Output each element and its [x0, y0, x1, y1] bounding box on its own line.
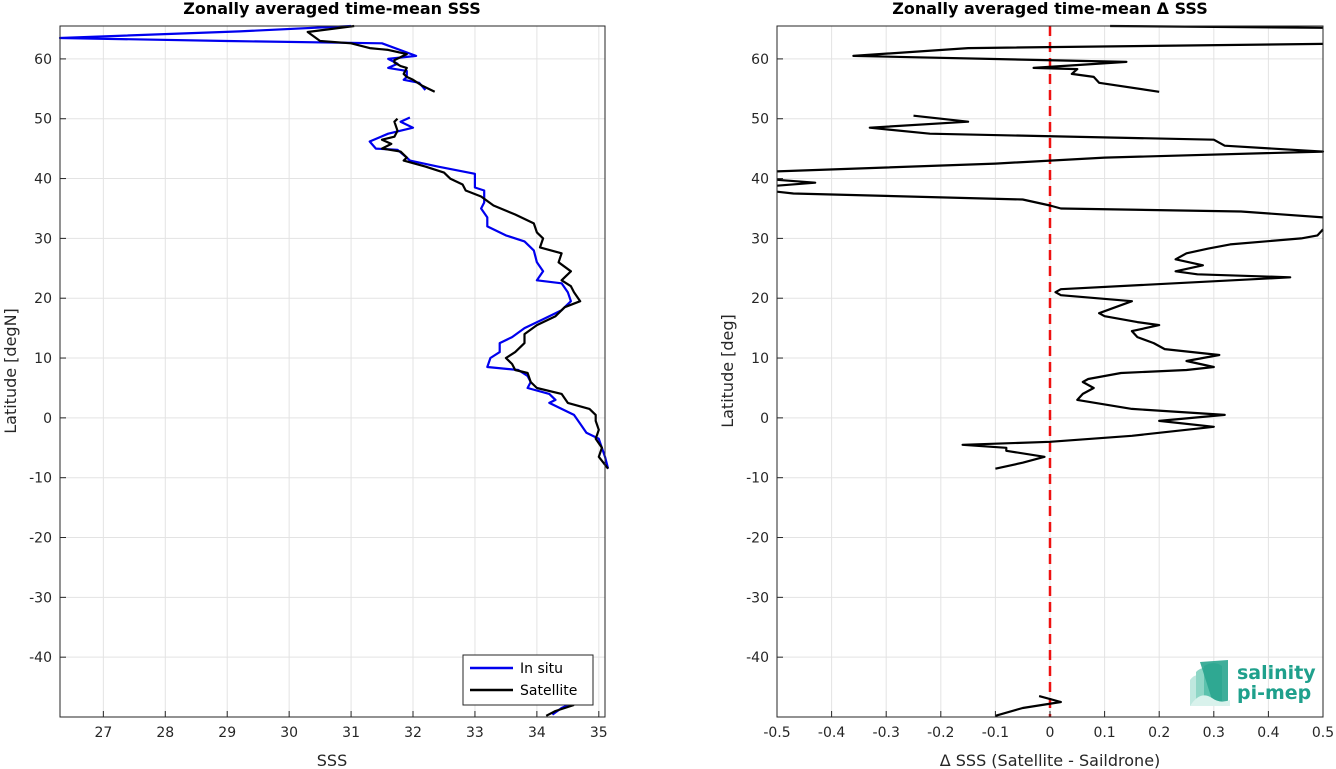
sss-axes-frame: [59, 25, 606, 718]
in-situ-series-line: [368, 116, 610, 469]
delta-sss-x-tick-label: 0.1: [1093, 725, 1115, 741]
delta-sss-x-tick-label: -0.3: [873, 725, 900, 741]
sss-y-tick-label: 40: [34, 172, 52, 188]
delta-sss-y-tick-label: 40: [751, 172, 769, 188]
sss-plot-title: Zonally averaged time-mean SSS: [183, 0, 481, 18]
sss-y-tick-label: 50: [34, 112, 52, 128]
delta-series-line: [776, 190, 1324, 219]
sss-legend: In situ Satellite: [462, 654, 594, 706]
delta-sss-y-tick-label: 10: [751, 351, 769, 367]
legend-box: [462, 654, 594, 706]
sss-y-tick-label: 0: [43, 411, 52, 427]
delta-series-line: [776, 114, 1325, 173]
sss-y-tick-label: 30: [34, 231, 52, 247]
sss-y-tick-label: -10: [29, 471, 52, 487]
delta-series-line: [995, 695, 1063, 717]
sss-x-tick-label: 28: [156, 725, 174, 741]
sss-y-tick-label: 60: [34, 52, 52, 68]
sss-plot: 27 28 29 30 31 32 33 34 35 -40 -30 -20 -10 0 10 20 30 40 5…: [1, 0, 610, 769]
satellite-series-line: [306, 24, 436, 93]
sss-x-axis-label: SSS: [317, 751, 347, 769]
sss-y-axis-label: Latitude [degN]: [1, 308, 20, 434]
sss-series-group: [58, 24, 610, 717]
sss-y-tick-label: -30: [29, 590, 52, 606]
delta-sss-y-tick-label: -40: [746, 650, 769, 666]
delta-sss-y-tick-label: 0: [760, 411, 769, 427]
legend-in-situ-label: In situ: [520, 661, 563, 677]
delta-series-line: [961, 228, 1324, 470]
delta-sss-y-tick-label: -30: [746, 590, 769, 606]
sss-x-tick-label: 32: [404, 725, 422, 741]
satellite-series-line: [545, 703, 575, 717]
delta-sss-x-tick-label: -0.4: [818, 725, 845, 741]
delta-sss-y-tick-label: 20: [751, 291, 769, 307]
delta-sss-x-axis-label: Δ SSS (Satellite - Saildrone): [940, 751, 1161, 769]
delta-sss-y-tick-label: -10: [746, 471, 769, 487]
sss-y-tick-label: 10: [34, 351, 52, 367]
sss-y-tick-label: -40: [29, 650, 52, 666]
satellite-series-line: [380, 117, 609, 470]
sss-x-tick-label: 35: [590, 725, 608, 741]
sss-y-tick-label: 20: [34, 291, 52, 307]
salinity-pi-mep-logo: salinity pi-mep: [1190, 660, 1316, 706]
sss-grid: [60, 26, 605, 717]
delta-sss-x-tick-label: 0: [1046, 725, 1055, 741]
delta-sss-y-axis-label: Latitude [deg]: [718, 314, 737, 428]
delta-series-line: [776, 178, 817, 187]
delta-sss-x-tick-label: 0.3: [1203, 725, 1225, 741]
logo-line2: pi-mep: [1237, 682, 1311, 704]
sss-x-tick-label: 29: [218, 725, 236, 741]
legend-satellite-label: Satellite: [520, 683, 577, 699]
sss-x-tick-label: 27: [94, 725, 112, 741]
delta-sss-y-tick-label: 60: [751, 52, 769, 68]
delta-sss-x-tick-label: 0.2: [1148, 725, 1170, 741]
delta-sss-x-tick-label: 0.4: [1257, 725, 1279, 741]
delta-sss-x-tick-label: -0.5: [763, 725, 790, 741]
delta-sss-y-tick-label: 30: [751, 231, 769, 247]
delta-sss-x-tick-label: 0.5: [1312, 725, 1334, 741]
delta-sss-plot-title: Zonally averaged time-mean Δ SSS: [892, 0, 1208, 18]
delta-sss-plot: -0.5 -0.4 -0.3 -0.2 -0.1 0 0.1 0.2 0.3 0.4 0.5 -40 -…: [718, 0, 1334, 769]
sss-x-tick-label: 34: [528, 725, 546, 741]
delta-sss-x-tick-label: -0.2: [927, 725, 954, 741]
sss-ticks: 27 28 29 30 31 32 33 34 35 -40 -30 -20 -10 0 10 20 30 40 5…: [29, 52, 608, 741]
delta-sss-x-tick-label: -0.1: [982, 725, 1009, 741]
delta-series-line: [852, 42, 1324, 93]
sss-x-tick-label: 30: [280, 725, 298, 741]
sss-y-tick-label: -20: [29, 531, 52, 547]
logo-line1: salinity: [1237, 662, 1316, 684]
sss-x-tick-label: 33: [466, 725, 484, 741]
delta-sss-y-tick-label: -20: [746, 531, 769, 547]
delta-sss-series-group: [776, 24, 1325, 717]
sss-x-tick-label: 31: [342, 725, 360, 741]
delta-sss-y-tick-label: 50: [751, 112, 769, 128]
delta-sss-ticks: -0.5 -0.4 -0.3 -0.2 -0.1 0 0.1 0.2 0.3 0.4 0.5 -40 -…: [746, 52, 1334, 741]
in-situ-series-line: [58, 24, 427, 91]
logo-waves-icon: [1190, 660, 1230, 706]
